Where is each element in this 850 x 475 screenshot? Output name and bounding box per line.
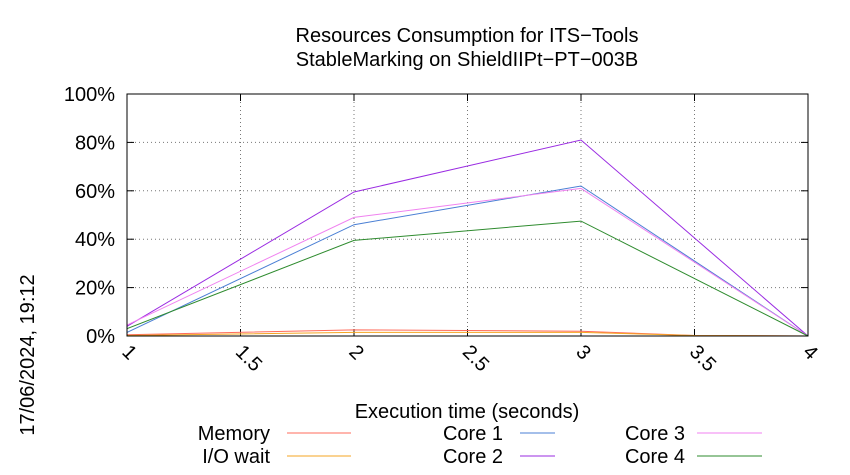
x-tick-label: 3.5 bbox=[685, 341, 720, 376]
y-tick-label: 40% bbox=[75, 229, 115, 251]
series-line-core-3 bbox=[126, 187, 809, 337]
series-line-core-1 bbox=[126, 185, 809, 337]
x-tick-label: 1.5 bbox=[231, 341, 266, 376]
timestamp-label: 17/06/2024, 19:12 bbox=[17, 274, 39, 435]
y-tick-label: 60% bbox=[75, 181, 115, 203]
y-tick-label: 100% bbox=[64, 84, 115, 106]
legend-label: Core 4 bbox=[625, 446, 685, 468]
legend-label: Core 1 bbox=[443, 423, 503, 445]
legend-label: I/O wait bbox=[202, 446, 270, 468]
x-tick-label: 1 bbox=[117, 341, 140, 364]
chart-title: Resources Consumption for ITS−Tools bbox=[296, 25, 639, 47]
chart-subtitle: StableMarking on ShieldIIPt−PT−003B bbox=[296, 49, 638, 71]
series-line-core-2 bbox=[126, 139, 809, 337]
y-tick-label: 80% bbox=[75, 132, 115, 154]
y-tick-label: 0% bbox=[86, 326, 115, 348]
x-tick-label: 3 bbox=[571, 341, 594, 364]
plot-frame bbox=[126, 93, 809, 337]
x-tick-label: 2 bbox=[344, 341, 367, 364]
x-tick-label: 4 bbox=[798, 341, 821, 364]
legend-label: Core 2 bbox=[443, 446, 503, 468]
x-tick-label: 2.5 bbox=[458, 341, 493, 376]
grid-lines bbox=[127, 94, 808, 336]
y-axis-ticks: 0% 20% 40% 60% 80% 100% bbox=[64, 84, 808, 348]
y-tick-label: 20% bbox=[75, 278, 115, 300]
x-axis-label: Execution time (seconds) bbox=[355, 401, 580, 423]
series-line-core-4 bbox=[126, 220, 809, 337]
legend-label: Memory bbox=[198, 423, 270, 445]
legend-label: Core 3 bbox=[625, 423, 685, 445]
